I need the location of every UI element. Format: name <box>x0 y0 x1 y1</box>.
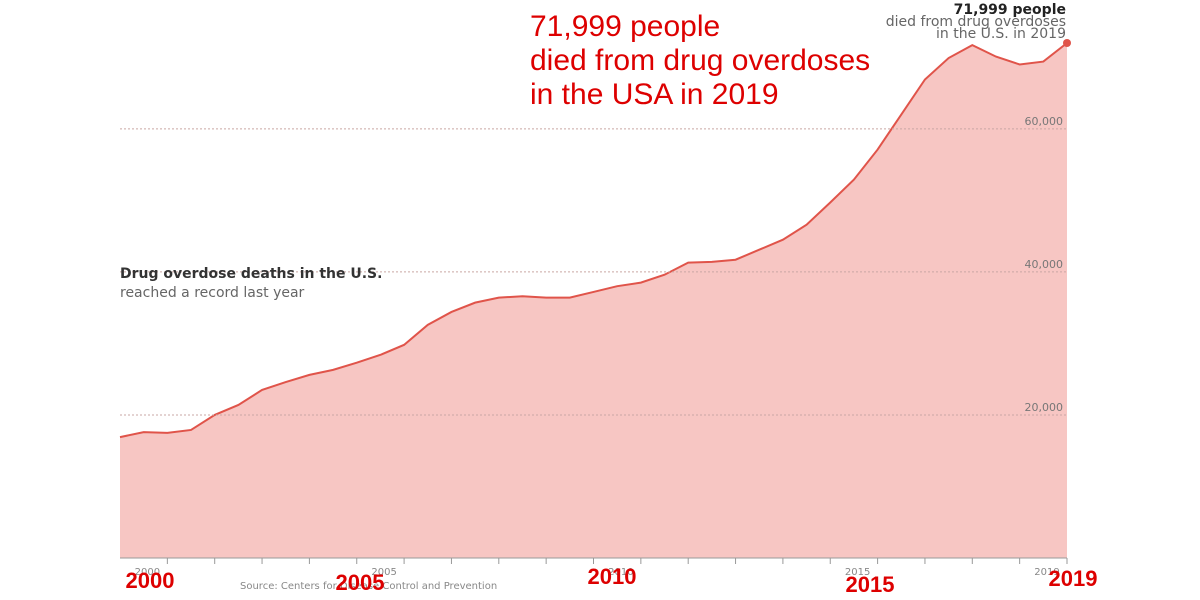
source: Source: Centers for Disease Control and … <box>240 581 497 592</box>
area <box>120 43 1067 559</box>
x-tick-label: 2015 <box>845 567 870 578</box>
y-tick-label: 40,000 <box>1025 258 1064 271</box>
year-label: 2015 <box>846 572 895 597</box>
subtitle: Drug overdose deaths in the U.S. <box>120 266 382 282</box>
x-tick-label: 2005 <box>371 567 396 578</box>
chart-title: died from drug overdoses <box>530 44 870 77</box>
chart-title: 71,999 people <box>530 10 720 43</box>
x-tick-label: 2019 <box>1034 567 1059 578</box>
annotation: died from drug overdoses <box>886 14 1066 30</box>
x-tick-label: 2000 <box>135 567 160 578</box>
y-tick-label: 60,000 <box>1025 115 1064 128</box>
year-label: 2010 <box>588 564 637 589</box>
year-label: 2019 <box>1049 566 1098 591</box>
x-tick-label: 2010 <box>608 567 633 578</box>
chart-title: in the USA in 2019 <box>530 78 779 111</box>
y-tick-label: 20,000 <box>1025 401 1064 414</box>
annotation: in the U.S. in 2019 <box>936 26 1066 42</box>
annotation: 71,999 people <box>954 2 1066 18</box>
line <box>119 42 1068 439</box>
year-label: 2000 <box>126 568 175 593</box>
end-dot <box>1063 39 1071 48</box>
subtitle: reached a record last year <box>120 285 305 301</box>
year-label: 2005 <box>336 570 385 595</box>
